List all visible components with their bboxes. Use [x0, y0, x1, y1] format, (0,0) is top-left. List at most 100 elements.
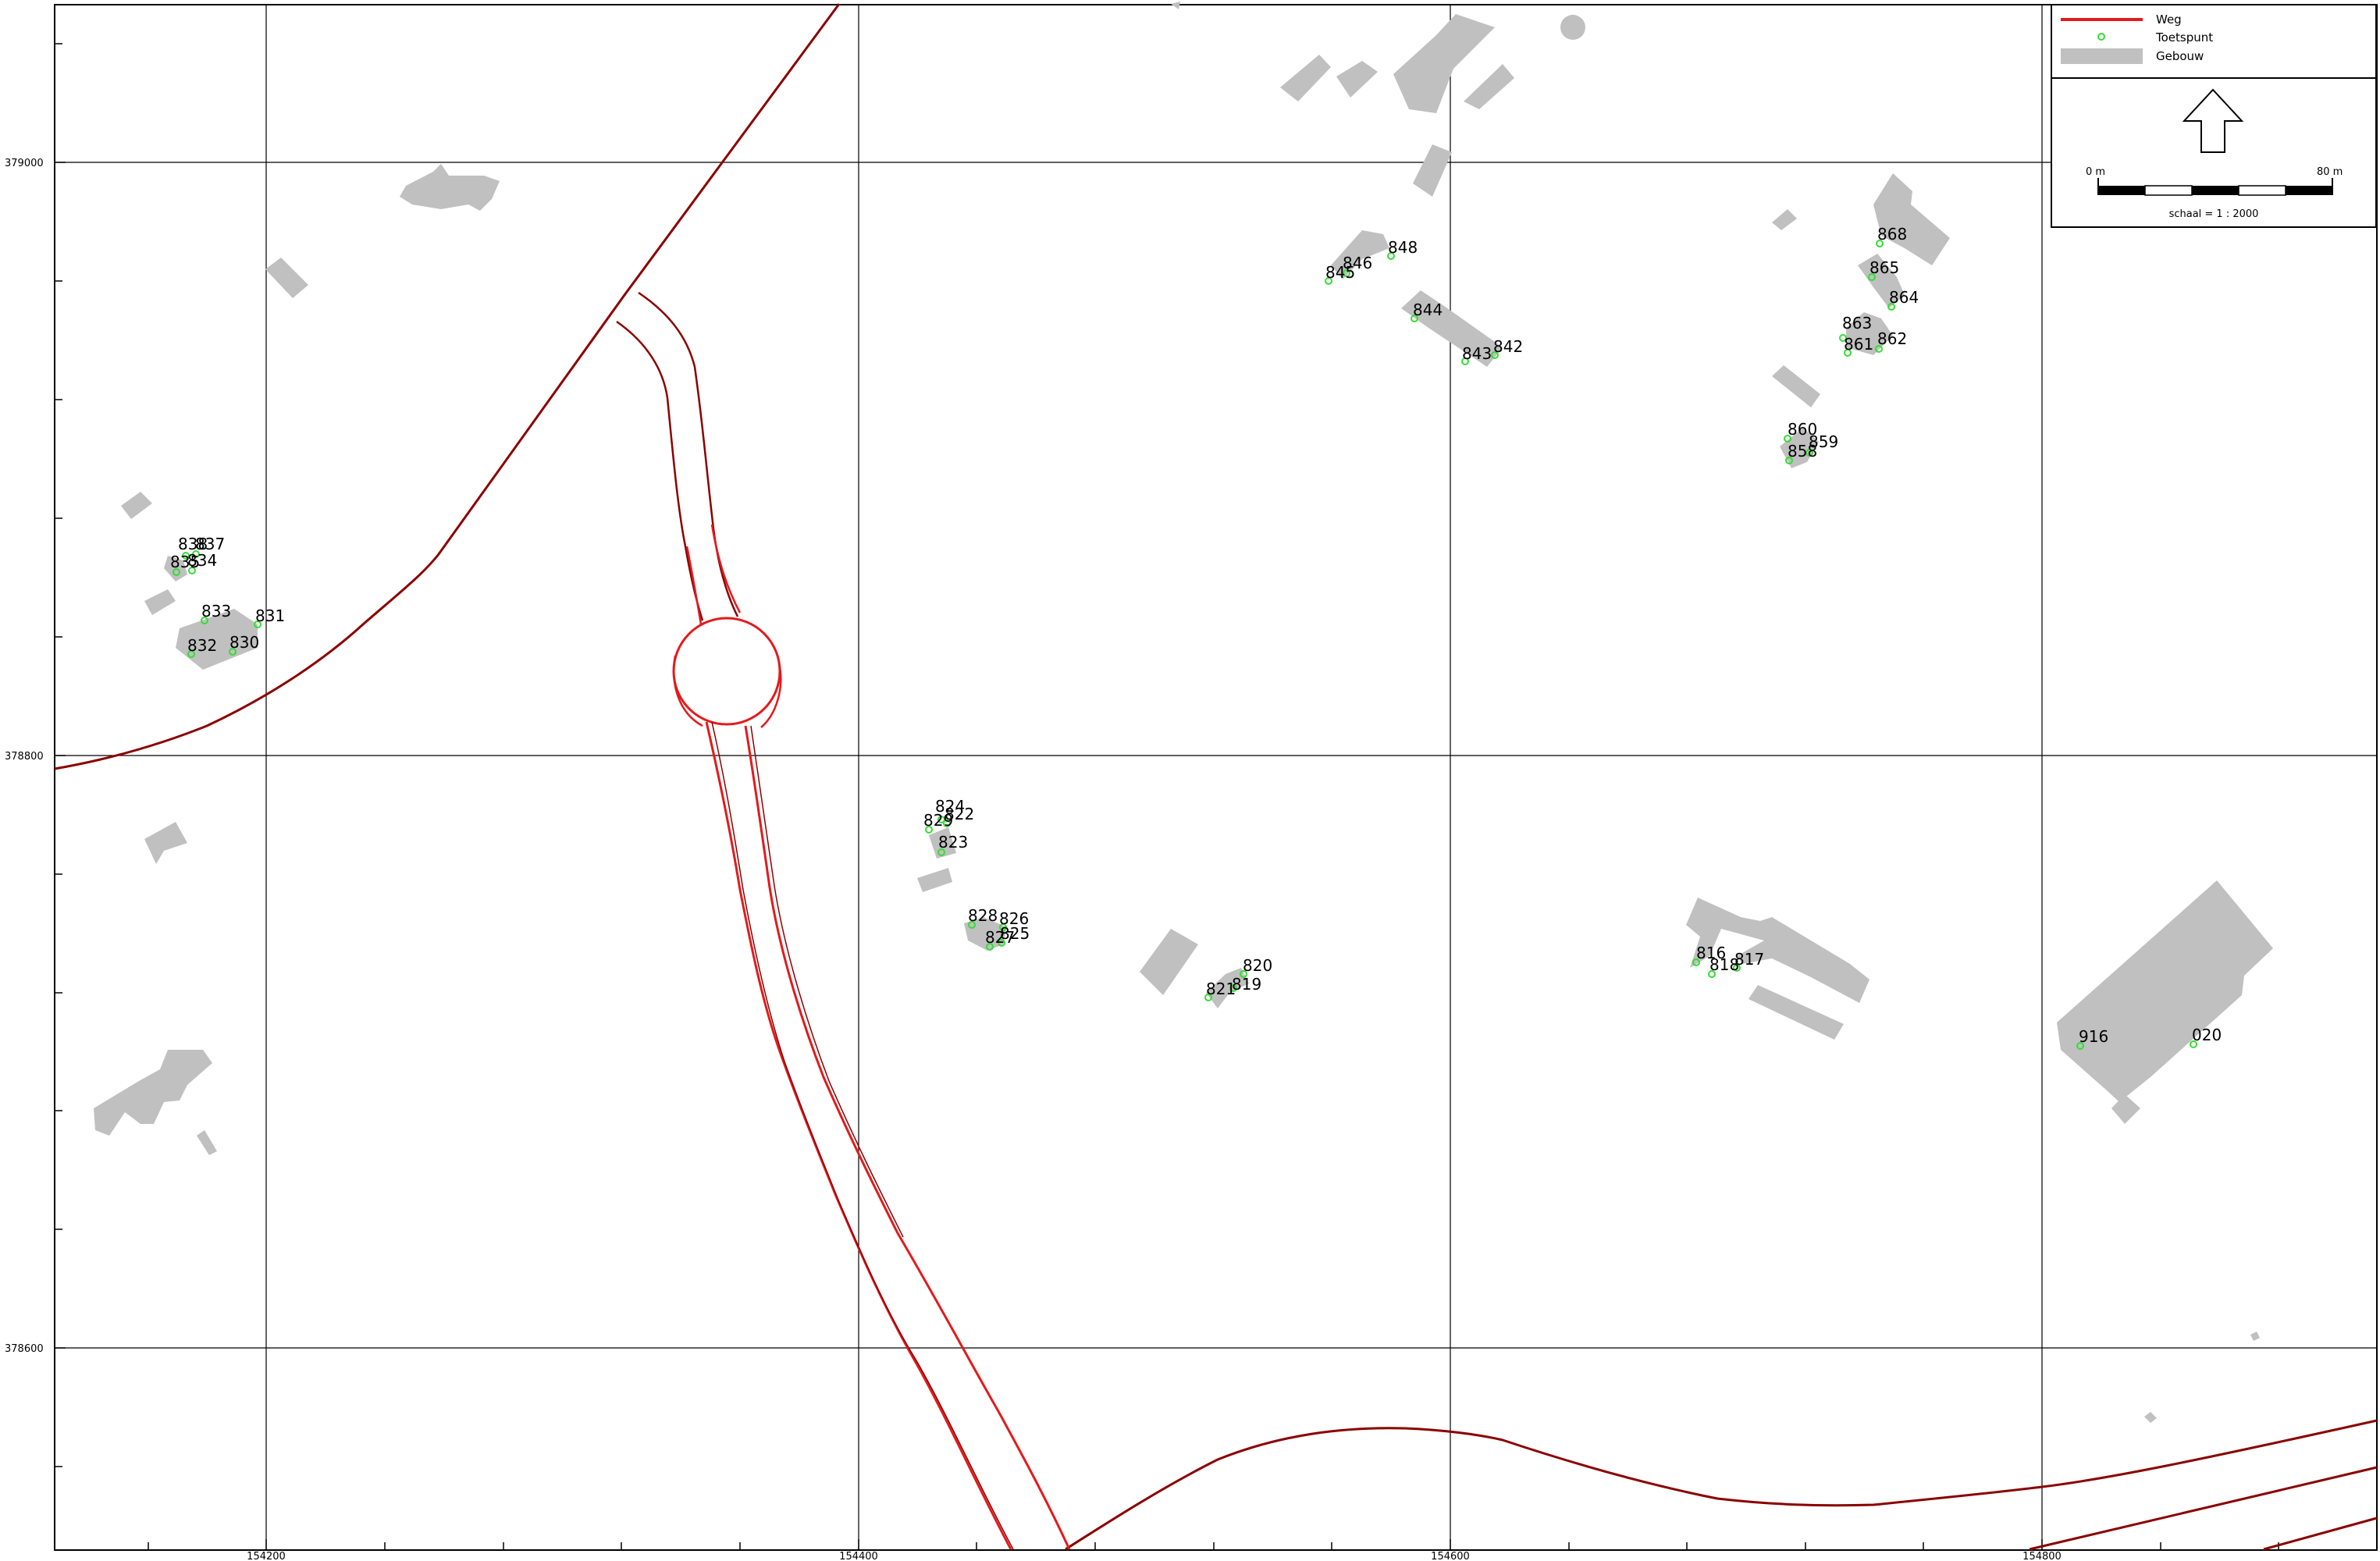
building [2250, 1332, 2260, 1341]
map-frame [54, 4, 2378, 1551]
building [1749, 985, 1844, 1040]
point-label: 834 [187, 551, 217, 570]
point-icon [943, 820, 951, 827]
scale-end-label: 80 m [2317, 166, 2343, 178]
point-label: 859 [1809, 432, 1838, 451]
building [1401, 290, 1503, 367]
point-icon [173, 568, 180, 576]
roundabout-ring [672, 655, 782, 728]
point-label: 864 [1889, 288, 1919, 307]
building [176, 609, 258, 670]
point-icon [192, 550, 200, 558]
building [94, 1050, 212, 1136]
point-icon [187, 650, 195, 658]
building [1846, 312, 1893, 355]
point-icon [1411, 315, 1418, 322]
point-icon [201, 617, 208, 624]
point-label: 831 [255, 606, 285, 625]
point-label: 821 [1206, 980, 1236, 998]
point-label: 865 [1869, 258, 1899, 277]
building [929, 827, 956, 859]
y-axis-label-379000: 379000 [5, 158, 44, 169]
building [1331, 230, 1389, 279]
building [1206, 968, 1249, 1008]
road-north-link-a [638, 291, 739, 617]
road-north-link-d [685, 546, 703, 625]
point-label: 832 [187, 636, 217, 655]
scale-bar [2097, 178, 2333, 196]
point-label: 842 [1493, 337, 1523, 356]
building [1393, 14, 1495, 113]
road-bottom-right-a [2029, 1466, 2378, 1551]
point-label: 818 [1709, 955, 1739, 974]
point-label: 820 [1243, 956, 1272, 975]
point-icon [1204, 994, 1212, 1001]
point-icon [968, 921, 976, 929]
x-axis-label-154800: 154800 [2022, 1551, 2062, 1561]
x-axis-label-154600: 154600 [1431, 1551, 1470, 1561]
north-arrow-icon [2182, 88, 2244, 153]
ticks-left [55, 43, 66, 1467]
point-icon [1784, 435, 1791, 443]
point-icon [1325, 277, 1332, 285]
building [144, 589, 176, 615]
point-label: 846 [1343, 254, 1372, 272]
point-label: 863 [1842, 314, 1872, 332]
point-icon [1876, 240, 1884, 247]
building [1336, 61, 1378, 98]
point-label: 860 [1788, 420, 1817, 439]
point-icon [1708, 970, 1716, 978]
building [917, 868, 952, 892]
point-label: 817 [1734, 950, 1764, 969]
point-icon [1785, 457, 1793, 464]
point-icon [254, 620, 261, 628]
point-label: 916 [2079, 1027, 2108, 1046]
building [2111, 1094, 2140, 1124]
point-icon [1491, 351, 1499, 359]
y-axis-label-378800: 378800 [5, 751, 44, 763]
road-south-b2 [750, 725, 904, 1238]
building [1560, 15, 1585, 40]
x-axis-label-154200: 154200 [247, 1551, 286, 1561]
legend-building-symbol [2061, 48, 2143, 64]
point-label: 828 [968, 906, 998, 925]
building [121, 492, 152, 519]
point-icon [1240, 970, 1247, 978]
building [1686, 898, 1869, 1003]
ticks-bottom [148, 1539, 2279, 1550]
building [1413, 144, 1452, 197]
point-label: 838 [178, 535, 208, 553]
legend: Weg Toetspunt Gebouw 0 m 80 m schaal = 1… [2051, 4, 2377, 228]
road-bottom-right-b [2263, 1517, 2378, 1551]
legend-road-label: Weg [2156, 12, 2182, 27]
grid-lines [55, 5, 2377, 1550]
point-label: 826 [999, 909, 1029, 928]
legend-building-label: Gebouw [2156, 49, 2204, 63]
building [2057, 880, 2273, 1102]
point-icon [229, 648, 237, 656]
building [197, 1130, 217, 1155]
point-icon [1733, 964, 1741, 972]
point-icon [998, 939, 1005, 947]
road-south-a [705, 721, 1012, 1550]
road-bottom-curve [1065, 1419, 2378, 1551]
building [1280, 55, 1331, 101]
point-label: 824 [935, 797, 965, 816]
point-icon [2190, 1040, 2197, 1048]
building [1464, 64, 1514, 109]
point-icon [182, 552, 190, 560]
building [1858, 254, 1905, 308]
point-label: 868 [1877, 225, 1907, 244]
building [144, 822, 187, 864]
point-label: 862 [1877, 329, 1907, 348]
road-south-b [744, 725, 1071, 1550]
road-diagonal [54, 3, 841, 770]
point-label: 858 [1788, 442, 1817, 460]
point-label: 829 [923, 811, 953, 830]
point-icon [1875, 345, 1883, 353]
building [1772, 209, 1797, 230]
point-icon [999, 923, 1007, 931]
point-label: 843 [1462, 344, 1492, 363]
point-icon [1868, 273, 1876, 281]
